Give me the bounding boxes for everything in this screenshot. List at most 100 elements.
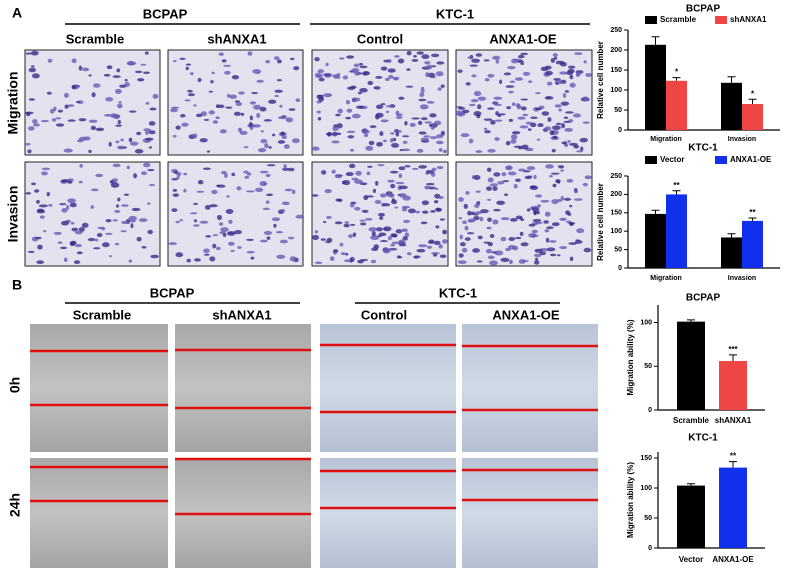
- cell: [336, 123, 343, 129]
- cell: [263, 230, 273, 235]
- cell: [352, 97, 361, 102]
- cell: [25, 142, 31, 146]
- chart-title: BCPAP: [686, 4, 721, 15]
- cell: [204, 205, 211, 210]
- cell: [438, 147, 443, 152]
- cell: [311, 194, 319, 197]
- cell: [96, 233, 103, 238]
- cell: [526, 208, 531, 212]
- cell: [512, 245, 519, 251]
- cell: [394, 206, 399, 209]
- y-tick-label: 0: [618, 127, 622, 134]
- cell: [558, 165, 564, 169]
- cell: [544, 65, 552, 70]
- cell: [189, 212, 198, 215]
- cell: [494, 103, 502, 106]
- cell: [378, 212, 385, 217]
- cell: [433, 120, 442, 126]
- cell: [517, 60, 525, 63]
- cell: [243, 170, 249, 174]
- cell: [78, 227, 85, 232]
- cell: [189, 72, 194, 76]
- cell: [67, 119, 76, 122]
- y-tick-label: 100: [610, 87, 622, 94]
- x-tick-label: Invasion: [728, 275, 756, 282]
- cell: [421, 117, 428, 121]
- cell: [489, 260, 498, 266]
- cell: [117, 197, 121, 202]
- legend-label: Vector: [660, 155, 684, 164]
- cell: [74, 244, 82, 248]
- cell: [528, 233, 537, 238]
- cell: [508, 90, 514, 94]
- cell: [145, 102, 150, 105]
- cell: [345, 252, 349, 256]
- cell: [383, 226, 392, 232]
- cell: [442, 229, 448, 235]
- cell: [434, 187, 439, 191]
- chart-title: BCPAP: [686, 293, 721, 304]
- cell: [31, 73, 40, 79]
- cell: [440, 84, 445, 88]
- cell: [486, 186, 492, 191]
- cell: [520, 52, 529, 56]
- cell: [148, 121, 156, 126]
- cell: [437, 195, 444, 200]
- cell: [265, 200, 270, 204]
- cell: [573, 189, 579, 194]
- wound-images: [30, 324, 598, 568]
- cell: [380, 66, 388, 71]
- cell: [555, 60, 565, 65]
- cell: [258, 148, 267, 153]
- cell: [407, 252, 412, 256]
- cell: [375, 227, 383, 232]
- cell: [138, 218, 148, 222]
- cell: [236, 186, 242, 191]
- error-bar: [727, 76, 736, 83]
- cell: [520, 218, 525, 221]
- cell: [325, 62, 329, 67]
- error-bar: [672, 190, 681, 195]
- cell: [376, 141, 383, 147]
- cell: [439, 254, 447, 258]
- cell: [477, 96, 487, 101]
- wound-image: [462, 458, 598, 568]
- cell: [170, 108, 178, 113]
- cell: [500, 217, 510, 221]
- cell: [136, 236, 142, 242]
- legend-label: ANXA1-OE: [730, 155, 772, 164]
- cell: [466, 232, 475, 235]
- cell: [346, 130, 356, 133]
- cell: [425, 72, 430, 78]
- cell: [339, 242, 344, 247]
- cell: [281, 201, 290, 206]
- cell: [61, 207, 68, 213]
- cell: [387, 68, 396, 73]
- cell: [134, 149, 144, 154]
- cell: [541, 111, 550, 116]
- cell: [368, 140, 375, 146]
- cell: [392, 137, 397, 142]
- column-label: ANXA1-OE: [492, 307, 560, 322]
- cell: [345, 99, 351, 105]
- error-bar: [651, 209, 660, 214]
- cell: [354, 71, 361, 76]
- cell: [251, 91, 259, 95]
- y-tick-label: 250: [610, 173, 622, 180]
- cell: [61, 179, 70, 183]
- cell: [342, 75, 349, 80]
- error-bar: [748, 217, 757, 221]
- cell: [457, 106, 466, 110]
- cell: [35, 236, 42, 240]
- cell: [224, 70, 231, 75]
- cell: [489, 183, 499, 187]
- cell: [293, 66, 300, 71]
- cell: [437, 87, 442, 91]
- cell: [211, 71, 215, 75]
- cell: [329, 256, 335, 262]
- cell: [281, 135, 288, 139]
- cell: [117, 145, 124, 150]
- cell: [266, 193, 274, 197]
- cell: [391, 241, 400, 245]
- cell: [475, 53, 483, 57]
